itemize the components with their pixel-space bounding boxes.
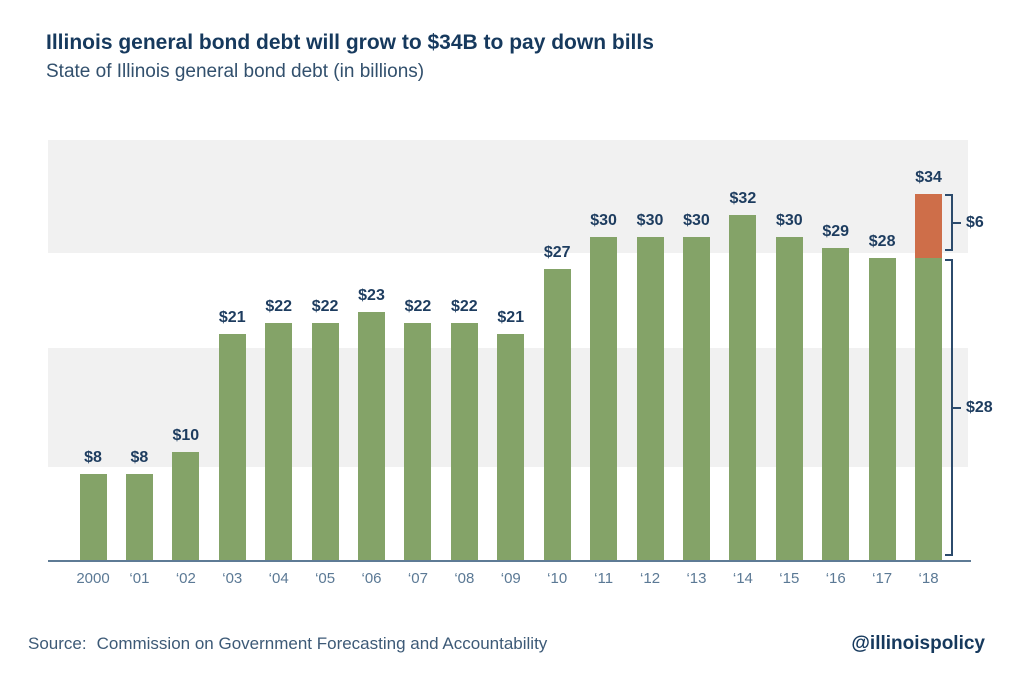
x-tick-label-‘03: ‘03 [222, 570, 243, 587]
bracket-label-6: $6 [966, 213, 984, 231]
bar-‘13 [682, 236, 710, 560]
bar-‘08 [450, 323, 478, 560]
x-tick-label-‘11: ‘11 [594, 570, 614, 587]
bar-‘05 [311, 323, 339, 560]
bar-value-label-‘05: $22 [311, 298, 339, 316]
x-tick-label-‘06: ‘06 [361, 570, 382, 587]
bar-‘17 [868, 258, 896, 560]
background-band-top [48, 140, 968, 253]
bar-‘15 [775, 236, 803, 560]
bar-value-label-‘15: $30 [775, 211, 803, 229]
bar-value-label-‘08: $22 [451, 298, 478, 316]
bar-‘04 [265, 323, 293, 560]
bracket-6 [945, 193, 953, 252]
x-tick-label-‘10: ‘10 [547, 570, 568, 587]
bracket-label-28: $28 [966, 398, 993, 416]
x-tick-label-‘15: ‘15 [779, 570, 800, 587]
x-tick-label-‘12: ‘12 [640, 570, 661, 587]
bar-‘07 [404, 323, 432, 560]
bracket-tick-28 [953, 406, 961, 409]
x-tick-label-‘02: ‘02 [175, 570, 196, 587]
x-tick-label-‘05: ‘05 [315, 570, 336, 587]
bar-value-label-‘16: $29 [822, 222, 850, 240]
source-label: Source: [28, 634, 87, 653]
x-tick-label-‘09: ‘09 [500, 570, 521, 587]
bar-value-label-‘14: $32 [729, 190, 757, 208]
bar-value-label-‘10: $27 [543, 244, 571, 262]
source-note: Source: Commission on Government Forecast… [28, 634, 547, 654]
x-tick-label-‘01: ‘01 [129, 570, 150, 587]
bar-‘12 [636, 236, 664, 560]
bar-value-label-‘18: $34 [915, 168, 942, 186]
bar-value-label-‘07: $22 [404, 298, 432, 316]
bracket-28 [945, 259, 953, 556]
bar-‘02 [172, 452, 200, 560]
bar-value-label-‘12: $30 [636, 211, 664, 229]
bar-‘09 [497, 333, 525, 560]
bar-value-label-‘09: $21 [497, 308, 525, 326]
source-text: Commission on Government Forecasting and… [96, 634, 548, 653]
x-tick-label-‘07: ‘07 [407, 570, 428, 587]
x-tick-label-‘14: ‘14 [732, 570, 753, 587]
bar-‘18-base-segment [915, 258, 943, 560]
x-tick-label-‘17: ‘17 [872, 570, 893, 587]
bar-value-label-‘01: $8 [130, 448, 149, 466]
bar-‘14 [729, 215, 757, 560]
bar-value-label-‘13: $30 [683, 211, 710, 229]
bar-‘18-highlight-segment [915, 193, 943, 259]
x-tick-label-‘13: ‘13 [686, 570, 707, 587]
x-tick-label-‘18: ‘18 [918, 570, 939, 587]
bracket-tick-6 [953, 221, 961, 224]
bar-value-label-‘06: $23 [358, 287, 385, 305]
bar-value-label-‘02: $10 [172, 427, 200, 445]
bar-value-label-‘11: $30 [590, 211, 617, 229]
bar-‘11 [590, 236, 618, 560]
bond-debt-bar-chart: $8 $8 $10 $21 $22 $22 $23 $22 $22 $21 $27 $30 $30 $30… [48, 140, 993, 587]
bar-‘01 [125, 473, 153, 560]
bar-‘10 [543, 269, 571, 560]
x-tick-label-‘16: ‘16 [825, 570, 846, 587]
chart-subtitle: State of Illinois general bond debt (in … [46, 61, 425, 82]
bar-value-label-2000: $8 [84, 448, 102, 466]
chart-title: Illinois general bond debt will grow to … [46, 31, 654, 54]
x-tick-label-‘08: ‘08 [454, 570, 475, 587]
bar-‘16 [822, 247, 850, 560]
x-axis-line [48, 560, 971, 562]
bar-value-label-‘03: $21 [218, 308, 246, 326]
twitter-handle: @illinoispolicy [851, 633, 985, 654]
bar-value-label-‘04: $22 [265, 298, 293, 316]
bar-2000 [79, 473, 107, 560]
bar-value-label-‘17: $28 [868, 233, 896, 251]
footer: Source: Commission on Government Forecast… [28, 633, 985, 655]
bar-‘06 [358, 312, 386, 560]
bar-‘03 [218, 333, 246, 560]
x-tick-label-‘04: ‘04 [268, 570, 289, 587]
x-tick-label-2000: 2000 [76, 570, 110, 587]
